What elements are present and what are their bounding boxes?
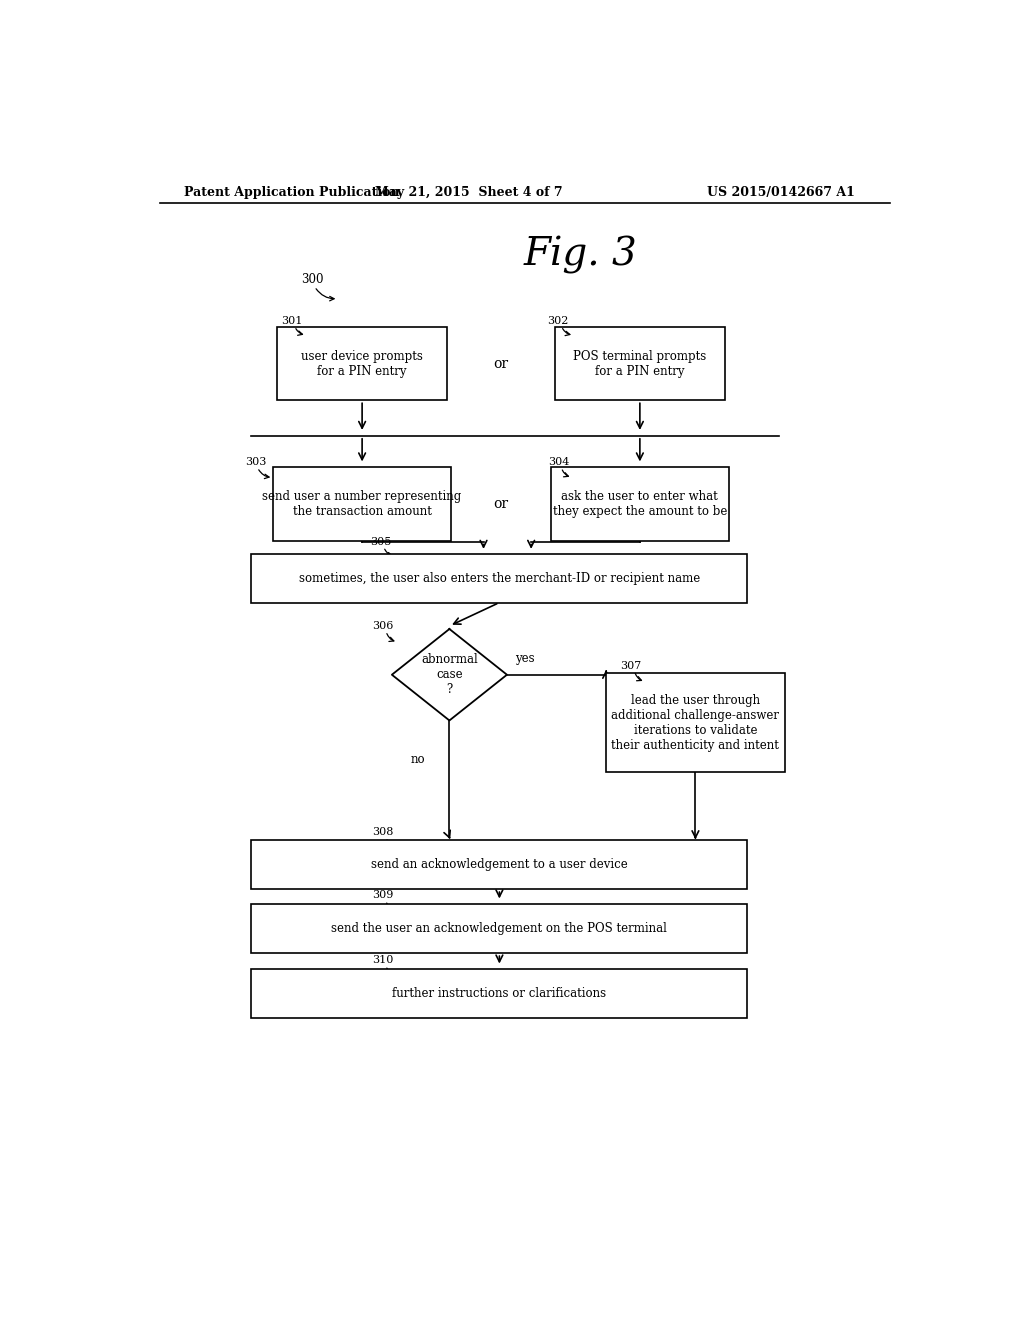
Text: 309: 309 xyxy=(373,891,394,900)
Bar xyxy=(252,969,748,1018)
Bar xyxy=(276,327,447,400)
Text: 300: 300 xyxy=(301,273,324,286)
Text: 303: 303 xyxy=(246,458,267,467)
Text: sometimes, the user also enters the merchant-ID or recipient name: sometimes, the user also enters the merc… xyxy=(299,572,700,585)
Text: 305: 305 xyxy=(370,537,391,546)
Bar xyxy=(272,467,452,541)
Bar xyxy=(555,327,725,400)
Text: send an acknowledgement to a user device: send an acknowledgement to a user device xyxy=(371,858,628,871)
Bar xyxy=(606,673,784,772)
Text: 301: 301 xyxy=(282,315,302,326)
Text: or: or xyxy=(494,356,509,371)
Bar xyxy=(252,841,748,890)
Text: 307: 307 xyxy=(620,661,641,671)
Text: 304: 304 xyxy=(549,458,570,467)
Text: user device prompts
for a PIN entry: user device prompts for a PIN entry xyxy=(301,350,423,378)
Text: US 2015/0142667 A1: US 2015/0142667 A1 xyxy=(708,186,855,199)
Bar xyxy=(252,904,748,953)
Text: May 21, 2015  Sheet 4 of 7: May 21, 2015 Sheet 4 of 7 xyxy=(376,186,563,199)
Text: or: or xyxy=(494,496,509,511)
Bar xyxy=(252,554,748,602)
Text: 308: 308 xyxy=(373,828,394,837)
Text: no: no xyxy=(411,752,425,766)
Text: 306: 306 xyxy=(373,620,394,631)
Text: 310: 310 xyxy=(373,956,394,965)
Text: Patent Application Publication: Patent Application Publication xyxy=(183,186,399,199)
Text: send user a number representing
the transaction amount: send user a number representing the tran… xyxy=(262,490,462,517)
Text: lead the user through
additional challenge-answer
iterations to validate
their a: lead the user through additional challen… xyxy=(611,693,779,751)
Text: ask the user to enter what
they expect the amount to be: ask the user to enter what they expect t… xyxy=(553,490,727,517)
Text: send the user an acknowledgement on the POS terminal: send the user an acknowledgement on the … xyxy=(332,923,668,936)
Text: abnormal
case
?: abnormal case ? xyxy=(421,653,478,696)
Text: further instructions or clarifications: further instructions or clarifications xyxy=(392,987,606,1001)
Text: yes: yes xyxy=(515,652,535,664)
Text: 302: 302 xyxy=(547,315,568,326)
Bar xyxy=(551,467,729,541)
Text: POS terminal prompts
for a PIN entry: POS terminal prompts for a PIN entry xyxy=(573,350,707,378)
Text: Fig. 3: Fig. 3 xyxy=(523,236,637,275)
